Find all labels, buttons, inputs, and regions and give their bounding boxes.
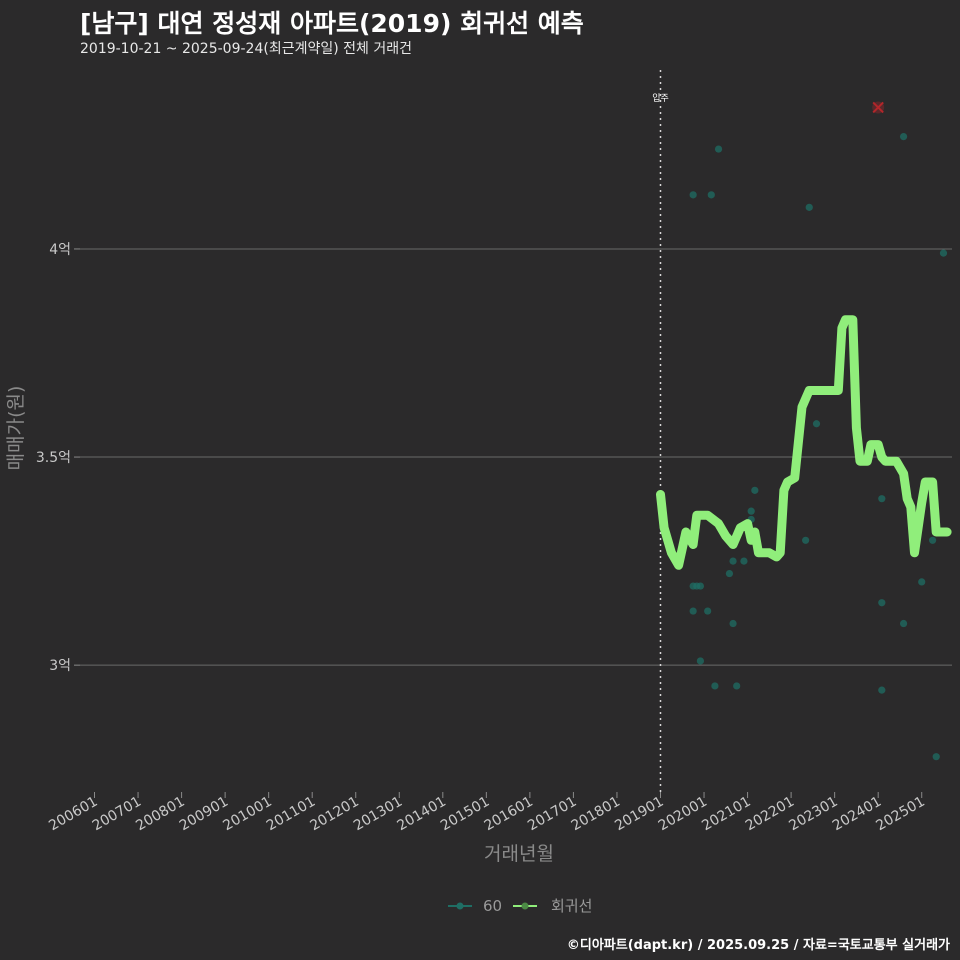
data-point [714,145,723,153]
data-point [751,486,759,494]
data-point [729,619,737,628]
data-point [929,536,937,544]
x-tick-label: 202001 [656,794,710,835]
data-point [704,607,712,615]
x-tick-label: 200801 [133,794,187,835]
data-point [918,578,926,586]
chart-title: [남구] 대연 정성재 아파트(2019) 회귀선 예측 [80,9,584,38]
data-point [689,607,697,615]
x-tick-label: 201301 [351,794,405,835]
x-tick-label: 201401 [395,794,449,835]
scatter-points [689,132,948,761]
data-point [747,507,755,515]
data-point [740,557,748,565]
data-point [878,686,886,694]
data-point [899,619,908,628]
y-tick-label: 3억 [49,658,71,674]
data-point [725,569,734,578]
data-point [939,249,948,257]
x-tick-label: 202401 [830,794,884,835]
x-tick-label: 200601 [46,794,100,835]
source-credit: ©디아파트(dapt.kr) / 2025.09.25 / 자료=국토교통부 실… [566,938,950,953]
data-point [932,753,940,761]
data-point [707,191,715,199]
x-tick-label: 201101 [264,794,318,835]
data-point [878,599,886,607]
data-point [689,191,697,199]
data-point [729,557,737,565]
legend-label-regression: 회귀선 [551,897,592,915]
move-in-label: 입주 [652,92,669,104]
y-axis-title: 매매가(원) [5,386,27,471]
x-tick-label: 201801 [569,794,623,835]
data-point [696,657,705,665]
x-tick-label: 202201 [743,794,797,835]
x-tick-labels: 2006012007012008012009012010012011012012… [46,794,927,835]
x-tick-label: 201001 [220,794,274,835]
forecast-marker [872,101,885,114]
data-point [733,682,741,690]
legend-key-point-60 [456,902,464,910]
x-tick-label: 201201 [307,794,361,835]
y-tick-label: 3.5억 [36,450,71,466]
forecast-marker-stroke [872,101,884,114]
legend-key-point-regression [521,902,529,910]
x-tick-label: 202501 [873,794,927,835]
data-point [878,495,886,503]
regression-line [656,315,952,570]
data-point [812,420,821,428]
y-tick-labels: 3억 3.5억 4억 [36,242,71,674]
x-tick-label: 200701 [90,794,144,835]
move-in-annotation: 입주 [652,70,669,794]
data-point [805,203,813,211]
x-tick-label: 202101 [699,794,753,835]
x-tick-label: 200901 [177,794,231,835]
data-point [696,582,705,590]
y-tick-label: 4억 [49,242,71,258]
x-tick-label: 201501 [438,794,492,835]
x-tick-label: 202301 [786,794,840,835]
x-tick-label: 201601 [482,794,536,835]
legend: 60 회귀선 [448,897,592,915]
x-tick-label: 201701 [525,794,579,835]
legend-label-60: 60 [483,897,502,915]
data-point [802,536,810,544]
data-point [899,132,908,141]
x-axis-title: 거래년월 [484,843,554,865]
x-tick-label: 201901 [612,794,666,835]
chart-subtitle: 2019-10-21 ~ 2025-09-24(최근계약일) 전체 거래건 [80,41,412,57]
data-point [711,682,719,690]
x-tick-marks [94,792,923,798]
grid-lines [74,248,952,666]
